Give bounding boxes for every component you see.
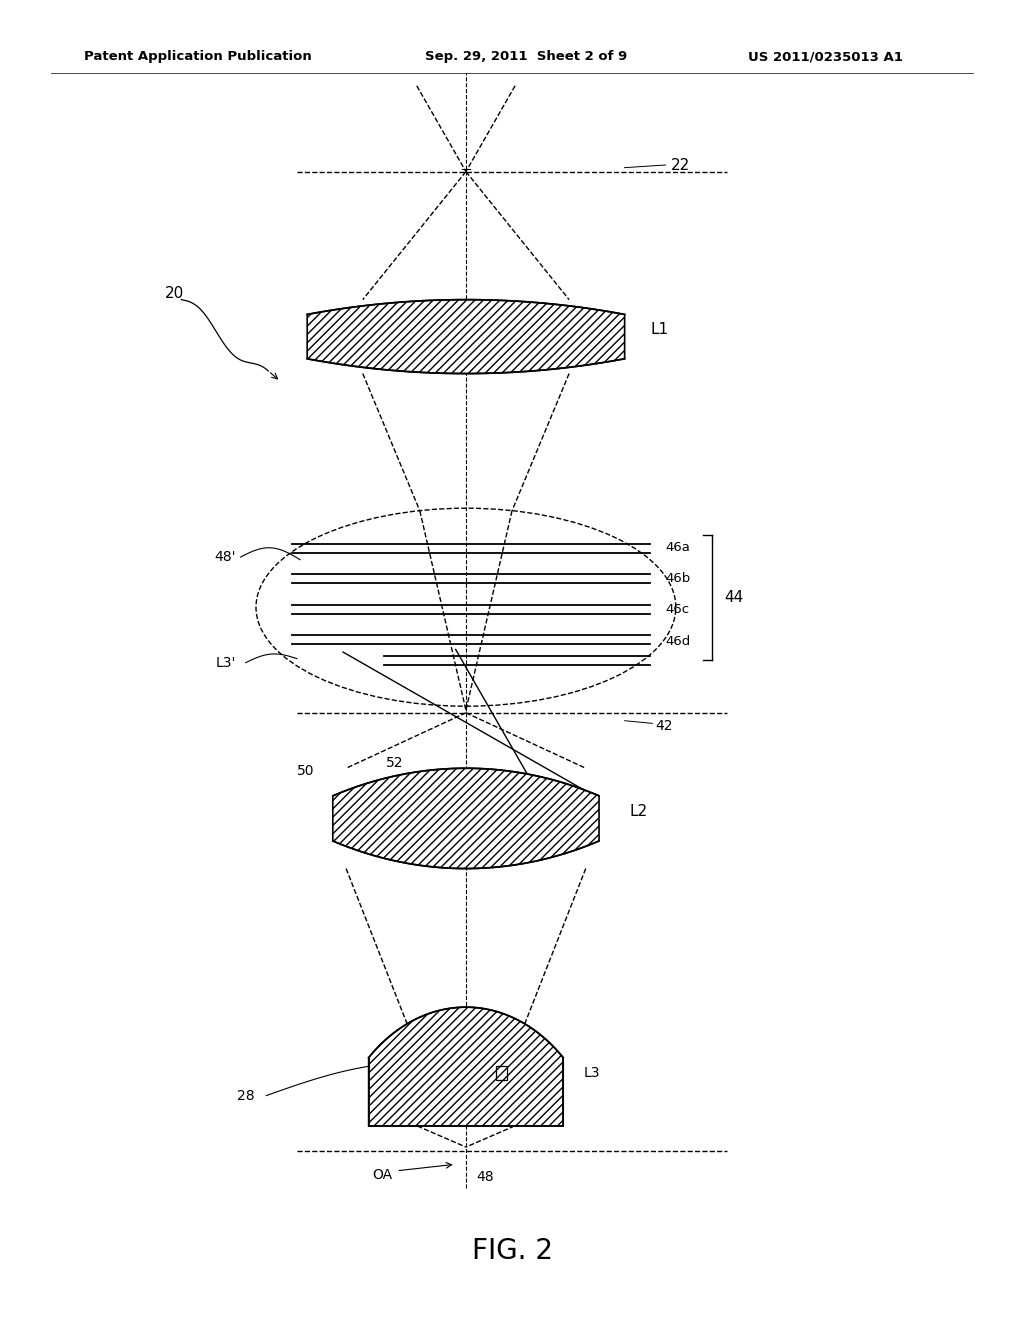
Text: 46a: 46a: [666, 541, 690, 554]
Text: 46c: 46c: [666, 603, 690, 616]
Text: 42: 42: [655, 719, 673, 733]
Text: OA: OA: [372, 1168, 392, 1181]
Text: L2: L2: [630, 804, 648, 820]
Text: US 2011/0235013 A1: US 2011/0235013 A1: [748, 50, 902, 63]
Text: 52: 52: [386, 756, 403, 770]
Text: L1: L1: [650, 322, 669, 338]
Text: 44: 44: [724, 590, 743, 605]
Text: FIG. 2: FIG. 2: [471, 1237, 553, 1266]
Text: 48': 48': [214, 550, 236, 564]
Text: 46b: 46b: [666, 572, 691, 585]
Bar: [496, 1067, 508, 1080]
Polygon shape: [369, 1007, 563, 1126]
Text: L3': L3': [215, 656, 236, 669]
Text: 28: 28: [237, 1089, 255, 1102]
Text: Patent Application Publication: Patent Application Publication: [84, 50, 311, 63]
Text: L3: L3: [584, 1067, 600, 1080]
Text: 50: 50: [297, 764, 314, 777]
Polygon shape: [333, 768, 599, 869]
Text: 22: 22: [671, 157, 690, 173]
Text: 46d: 46d: [666, 635, 691, 648]
Text: 48: 48: [476, 1171, 494, 1184]
Text: Sep. 29, 2011  Sheet 2 of 9: Sep. 29, 2011 Sheet 2 of 9: [425, 50, 628, 63]
Text: 20: 20: [165, 285, 183, 301]
Polygon shape: [307, 300, 625, 374]
